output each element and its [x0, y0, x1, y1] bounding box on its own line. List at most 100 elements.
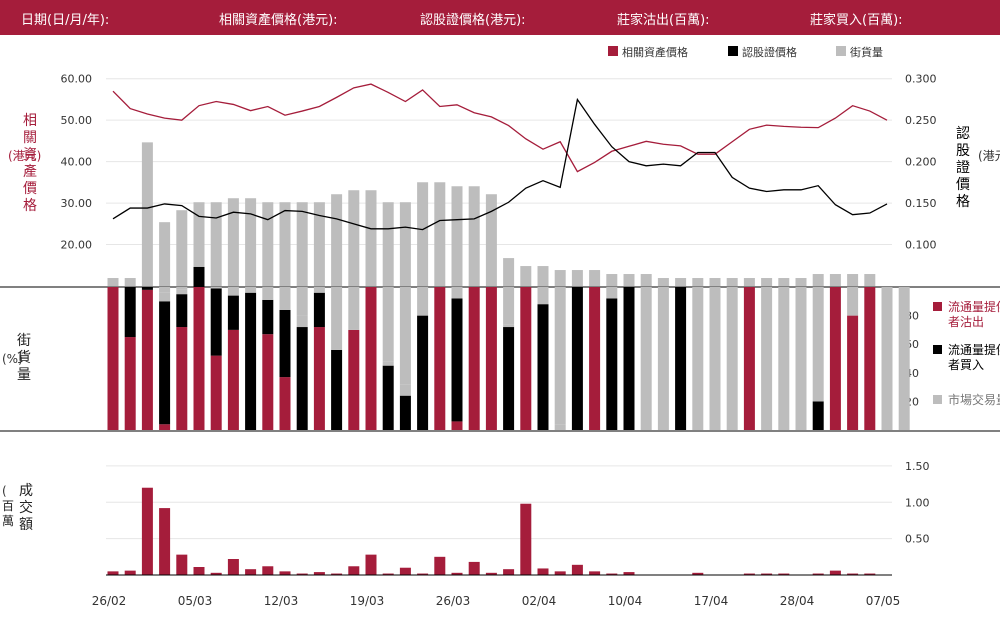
- percent-bar-segment: [382, 287, 394, 362]
- street-volume-bar: [675, 278, 687, 286]
- y-axis-title-left: 交: [19, 499, 33, 516]
- street-volume-bar: [296, 202, 308, 286]
- y-tick-left: 30.00: [61, 197, 93, 210]
- percent-bar-segment: [210, 287, 222, 289]
- y-axis-title-left: 格: [23, 198, 37, 214]
- percent-bar-segment: [313, 287, 325, 293]
- percent-bar-segment: [331, 287, 343, 350]
- percent-bar-segment: [898, 287, 910, 430]
- y-axis-title-left: 成: [19, 483, 33, 499]
- y-axis-title-right: 股: [956, 143, 970, 159]
- street-volume-bar: [451, 186, 463, 286]
- underlying-price-label: 相關資產價格(港元):: [219, 13, 338, 28]
- percent-bar-segment: [296, 315, 308, 328]
- turnover-bar: [692, 572, 704, 575]
- percent-bar-segment: [451, 287, 463, 299]
- y-tick-right: 0.100: [905, 239, 937, 252]
- percent-bar-segment: [227, 329, 239, 430]
- street-volume-bar: [141, 142, 153, 286]
- y-tick-right: 0.250: [905, 114, 937, 127]
- legend-label: 者沽出: [948, 315, 984, 329]
- y-tick-right: 0.300: [905, 73, 937, 86]
- percent-bar-segment: [193, 266, 205, 287]
- market-maker-buy-label: 莊家買入(百萬):: [810, 13, 903, 28]
- street-volume-bar: [210, 202, 222, 286]
- street-volume-bar: [726, 278, 738, 286]
- street-volume-bar: [124, 278, 136, 286]
- percent-bar-segment: [262, 287, 274, 300]
- street-volume-bar: [640, 274, 652, 286]
- percent-bar-segment: [176, 289, 188, 295]
- street-volume-bar: [365, 190, 377, 286]
- percent-bar-segment: [520, 287, 532, 430]
- percent-bar-segment: [210, 355, 222, 430]
- y-axis-unit-left: 百: [2, 499, 14, 513]
- x-tick-label: 26/03: [436, 594, 471, 608]
- percent-bar-segment: [176, 287, 188, 290]
- street-volume-bar: [176, 210, 188, 286]
- legend-label: 流通量提供: [948, 299, 1000, 314]
- market-maker-sell-label: 莊家沽出(百萬):: [617, 13, 710, 28]
- street-volume-bar: [864, 274, 876, 286]
- y-axis-title-left: 產: [23, 163, 37, 180]
- percent-bar-segment: [399, 395, 411, 430]
- warrant-price-label: 認股證價格(港元):: [420, 13, 526, 28]
- legend-label: 相關資產價格: [622, 45, 688, 59]
- x-tick-label: 07/05: [866, 594, 901, 608]
- percent-bar-segment: [571, 287, 583, 430]
- y-axis-title-left: 貨: [17, 349, 31, 366]
- turnover-bar: [623, 572, 635, 575]
- x-tick-label: 10/04: [608, 594, 643, 608]
- turnover-bar: [399, 567, 411, 575]
- turnover-bar: [417, 573, 429, 575]
- y-tick-right: 0.50: [905, 533, 930, 546]
- turnover-bar: [847, 573, 859, 575]
- turnover-bar: [864, 573, 876, 575]
- percent-bar-segment: [417, 315, 429, 430]
- turnover-bar: [589, 571, 601, 575]
- percent-bar-segment: [159, 424, 171, 430]
- percent-bar-segment: [847, 315, 859, 430]
- percent-bar-segment: [365, 287, 377, 430]
- street-volume-bar: [434, 182, 446, 286]
- turnover-bar: [829, 570, 841, 575]
- turnover-bar: [227, 559, 239, 575]
- x-tick-label: 05/03: [178, 594, 213, 608]
- warrant-price-line: [112, 97, 888, 231]
- percent-bar-segment: [537, 287, 549, 305]
- percent-bar-segment: [124, 337, 136, 430]
- warrant-chart: 60.00 50.00 40.00 30.00 20.00 0.300 0.250 0.200…: [0, 45, 1000, 608]
- turnover-bar: [571, 564, 583, 575]
- percent-bar-segment: [245, 287, 257, 293]
- percent-bar-segment: [262, 334, 274, 430]
- legend-label: 街貨量: [850, 45, 883, 59]
- percent-bar-segment: [503, 327, 515, 430]
- percent-bar-segment: [864, 287, 876, 430]
- street-volume-bar: [623, 274, 635, 286]
- header-bar: 日期(日/月/年): 相關資產價格(港元): 認股證價格(港元): 莊家沽出(百…: [0, 0, 1000, 35]
- legend-swatch: [933, 345, 942, 354]
- percent-bar-segment: [279, 377, 291, 430]
- y-tick-left: 50.00: [61, 114, 93, 127]
- y-tick-left: 40.00: [61, 156, 93, 169]
- date-label: 日期(日/月/年):: [21, 13, 110, 28]
- legend-swatch: [933, 302, 942, 311]
- street-volume-bar: [847, 274, 859, 286]
- street-volume-bar: [262, 202, 274, 286]
- percent-bar-segment: [692, 287, 704, 430]
- legend-label: 市場交易量: [948, 392, 1000, 407]
- percent-bar-segment: [812, 287, 824, 402]
- turnover-bar: [503, 569, 515, 575]
- turnover-bar: [537, 568, 549, 575]
- y-axis-title-left: 量: [17, 367, 31, 383]
- street-volume-bar: [331, 194, 343, 286]
- percent-bar-segment: [382, 365, 394, 430]
- percent-bar-segment: [709, 287, 721, 430]
- turnover-bar: [812, 573, 824, 575]
- percent-bar-segment: [193, 287, 205, 430]
- percent-bar-segment: [675, 287, 687, 430]
- legend-swatch: [608, 46, 618, 56]
- percent-bar-segment: [124, 287, 136, 338]
- turnover-bar: [279, 571, 291, 575]
- percent-bar-segment: [159, 292, 171, 302]
